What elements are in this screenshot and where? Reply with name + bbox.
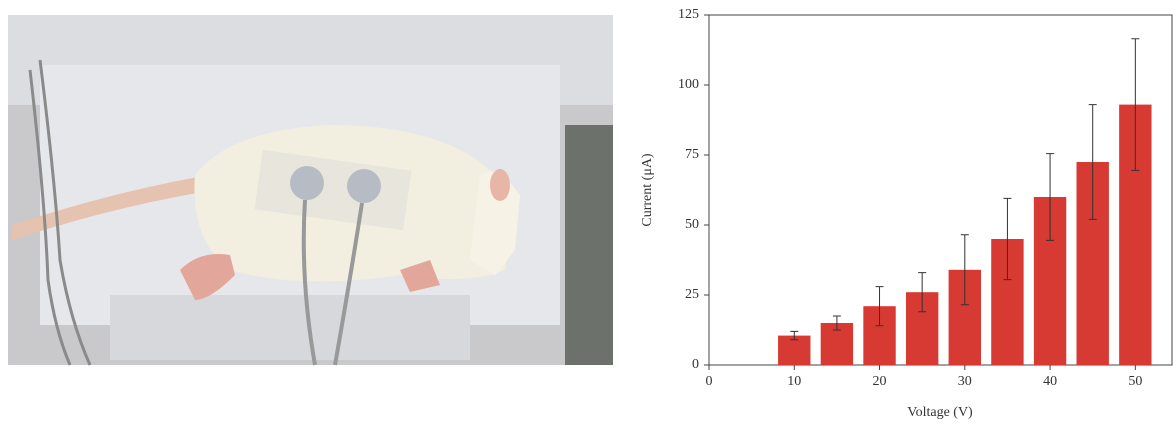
error-bar bbox=[1088, 104, 1097, 220]
error-bar bbox=[790, 330, 799, 341]
error-bar bbox=[832, 315, 841, 331]
error-bar bbox=[1003, 197, 1012, 281]
y-tick-label: 100 bbox=[678, 77, 699, 92]
error-bar bbox=[1046, 153, 1055, 241]
x-tick-label: 10 bbox=[787, 374, 801, 389]
photo bbox=[8, 15, 613, 366]
x-tick-label: 50 bbox=[1128, 374, 1142, 389]
error-bar bbox=[1131, 38, 1140, 171]
y-tick-label: 125 bbox=[678, 7, 699, 22]
y-tick-label: 75 bbox=[685, 147, 699, 162]
bar bbox=[778, 335, 811, 365]
y-tick-label: 0 bbox=[692, 357, 699, 372]
plot-frame bbox=[708, 14, 1173, 366]
y-tick-label: 50 bbox=[685, 217, 699, 232]
error-bar bbox=[918, 272, 927, 313]
x-tick-label: 40 bbox=[1043, 374, 1057, 389]
x-axis-label: Voltage (V) bbox=[907, 405, 973, 420]
error-bar bbox=[875, 286, 884, 327]
error-bar bbox=[960, 234, 969, 306]
y-axis-label: Current (μA) bbox=[640, 153, 655, 227]
y-tick-label: 25 bbox=[685, 287, 699, 302]
x-tick-label: 30 bbox=[958, 374, 972, 389]
x-tick-label: 0 bbox=[706, 374, 713, 389]
x-tick-label: 20 bbox=[873, 374, 887, 389]
